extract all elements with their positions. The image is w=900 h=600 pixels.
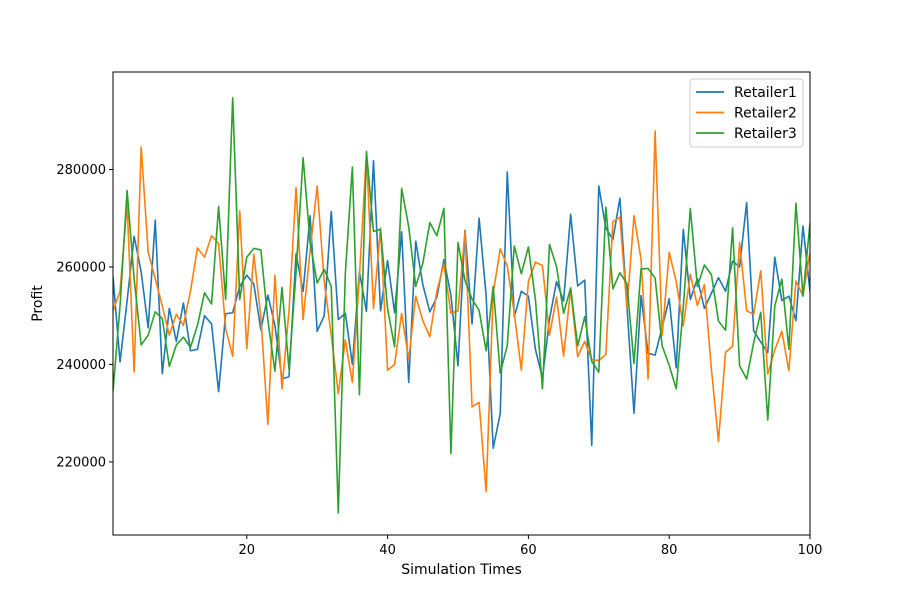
y-tick-label: 260000: [56, 260, 106, 275]
x-tick-label: 80: [661, 543, 678, 558]
plot-frame: [112, 71, 811, 536]
x-tick-label: 60: [520, 543, 537, 558]
series-line-3: [113, 97, 810, 514]
legend-box: [689, 78, 804, 148]
y-tick-label: 220000: [56, 455, 106, 470]
x-axis: 20 40 60 80 100: [238, 535, 822, 558]
x-axis-label: Simulation Times: [401, 562, 522, 578]
x-tick-label: 40: [379, 543, 396, 558]
x-tick-label: 100: [798, 543, 823, 558]
x-tick-label: 20: [238, 543, 255, 558]
series-layer: [113, 97, 810, 514]
y-axis: 220000 240000 260000 280000: [56, 163, 113, 470]
y-axis-label: Profit: [30, 285, 46, 322]
legend: Retailer1 Retailer2 Retailer3: [689, 78, 804, 148]
series-line-2: [113, 130, 810, 493]
legend-label: Retailer3: [734, 126, 797, 142]
legend-label: Retailer2: [734, 106, 797, 122]
legend-label: Retailer1: [734, 85, 797, 101]
y-tick-label: 240000: [56, 358, 106, 373]
y-tick-label: 280000: [56, 163, 106, 178]
